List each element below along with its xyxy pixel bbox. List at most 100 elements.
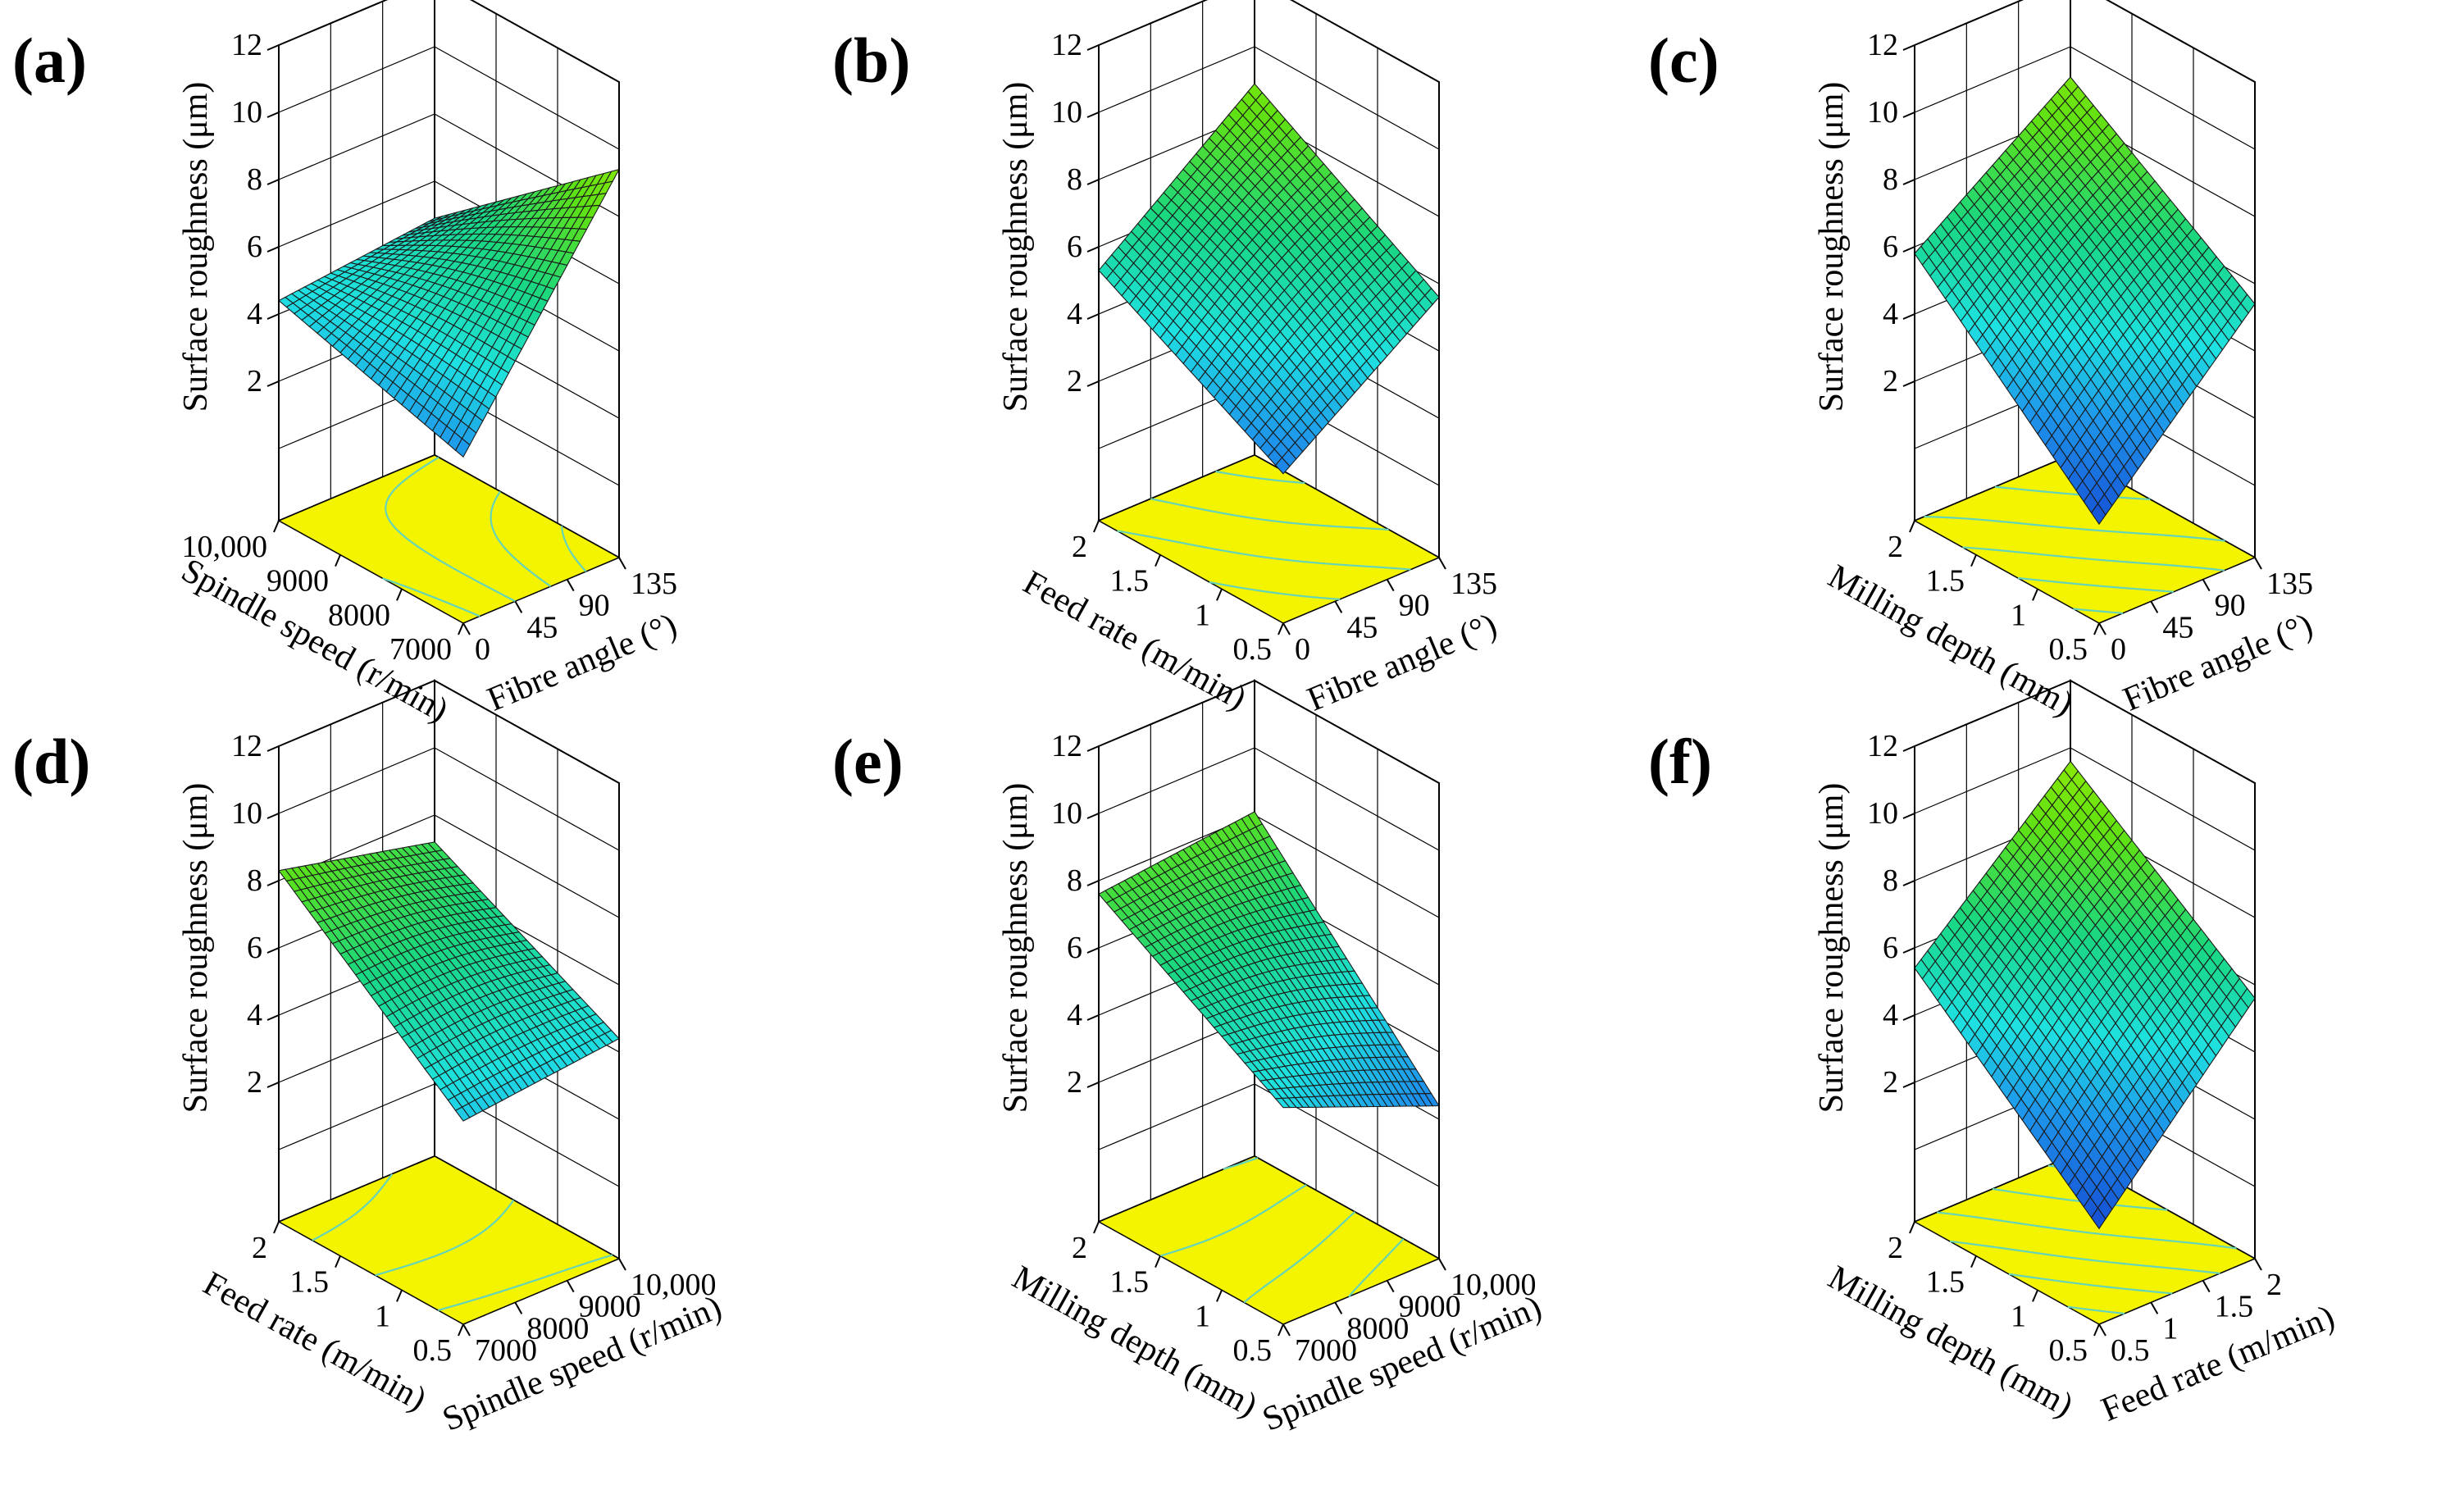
contour-line (1159, 1184, 1307, 1257)
right-axis-title: Fibre angle (°) (2118, 606, 2318, 718)
left-axis-tick-mark (1093, 520, 1100, 533)
floor-contours (1117, 470, 1411, 601)
left-axis-tick-label: 0.5 (2049, 1333, 2088, 1368)
right-axis-tick-mark (2150, 600, 2159, 613)
panel-letter: (f) (1648, 726, 1712, 797)
z-tick-label: 12 (1867, 28, 1898, 62)
z-tick-label: 6 (247, 230, 262, 264)
left-axis-tick-label: 1.5 (1926, 564, 1965, 599)
left-axis-tick-label: 0.5 (1233, 1333, 1273, 1368)
z-tick-mark (1086, 813, 1100, 819)
z-tick-label: 10 (231, 95, 262, 130)
left-axis-tick-mark (1278, 1323, 1284, 1337)
contour-line (2008, 1273, 2173, 1295)
left-axis-tick-label: 1 (1195, 1299, 1210, 1333)
left-axis-tick-label: 1.5 (1926, 1265, 1965, 1300)
right-axis-tick-mark (2254, 1258, 2262, 1271)
contour-line (490, 490, 552, 588)
left-axis-tick-label: 1 (375, 1299, 390, 1333)
right-axis-tick-mark (514, 1301, 523, 1314)
right-axis-tick-mark (2202, 1280, 2211, 1293)
right-axis-tick-label: 10,000 (631, 1268, 717, 1302)
z-tick-label: 2 (1067, 1065, 1082, 1100)
z-axis-title: Surface roughness (μm) (997, 783, 1035, 1114)
left-axis-tick-label: 2 (1888, 530, 1903, 564)
left-axis-tick-label: 7000 (389, 632, 452, 667)
response-surface (1098, 811, 1440, 1109)
z-tick-label: 6 (1883, 931, 1898, 965)
grid-line (1254, 680, 1440, 784)
front-box-edges (278, 746, 620, 1259)
z-tick-label: 2 (1067, 364, 1082, 399)
right-axis-tick-label: 45 (526, 610, 558, 645)
contour-line (375, 1199, 515, 1277)
z-tick-mark (266, 313, 280, 320)
right-axis-tick-label: 0.5 (2111, 1333, 2150, 1368)
right-axis-tick-label: 135 (2266, 567, 2313, 601)
z-tick-label: 8 (1067, 863, 1082, 898)
left-axis-tick-mark (458, 1323, 464, 1337)
right-axis-tick-label: 9000 (579, 1290, 641, 1324)
z-tick-mark (266, 44, 280, 51)
z-tick-label: 6 (1067, 931, 1082, 965)
right-axis-tick-label: 1.5 (2215, 1290, 2254, 1324)
contour-line (385, 456, 516, 603)
left-axis-tick-mark (2032, 1289, 2038, 1302)
z-tick-mark (1902, 179, 1915, 185)
right-axis-tick-mark (1282, 1323, 1291, 1337)
z-tick-mark (1086, 179, 1100, 185)
left-axis-tick-label: 0.5 (413, 1333, 453, 1368)
right-axis-tick-mark (1386, 1280, 1395, 1293)
contour-line (560, 526, 587, 572)
floor-plane (1097, 1155, 1441, 1325)
grid-line (1290, 0, 1440, 83)
left-axis-tick-mark (2032, 588, 2038, 601)
z-tick-mark (1086, 947, 1100, 954)
z-tick-mark (266, 813, 280, 819)
left-axis-tick-label: 1.5 (290, 1265, 330, 1300)
left-axis-tick-label: 2 (1072, 1231, 1087, 1265)
z-tick-mark (266, 246, 280, 253)
left-axis-tick-label: 1 (2011, 598, 2026, 632)
right-axis-tick-mark (462, 1323, 471, 1337)
left-axis-tick-mark (1155, 1255, 1161, 1269)
left-axis-tick-label: 2 (1888, 1231, 1903, 1265)
left-axis-tick-mark (1970, 554, 1977, 567)
contour-line (1209, 581, 1341, 601)
left-axis-tick-mark (273, 520, 280, 533)
z-tick-label: 6 (1067, 230, 1082, 264)
right-axis-tick-mark (1386, 579, 1395, 592)
z-tick-label: 12 (231, 729, 262, 763)
left-axis-tick-mark (273, 1221, 280, 1234)
z-tick-label: 2 (1883, 1065, 1898, 1100)
panel-letter: (a) (12, 25, 87, 96)
grid-line (434, 814, 620, 918)
grid-line (1914, 680, 2071, 747)
z-tick-label: 4 (247, 297, 262, 331)
contour-line (1962, 546, 2225, 572)
left-axis-tick-label: 8000 (328, 598, 390, 632)
response-surface (1914, 760, 2256, 1230)
z-tick-label: 8 (1883, 162, 1898, 197)
z-tick-label: 4 (1067, 998, 1082, 1032)
contour-line (2073, 608, 2123, 614)
z-axis-title: Surface roughness (μm) (177, 82, 215, 412)
z-tick-mark (266, 380, 280, 387)
z-tick-label: 6 (247, 931, 262, 965)
z-tick-mark (1902, 246, 1915, 253)
contour-line (382, 577, 481, 617)
right-axis-tick-label: 8000 (1346, 1311, 1409, 1346)
z-tick-mark (1902, 880, 1915, 886)
floor-contours (382, 456, 587, 617)
z-tick-label: 12 (1051, 729, 1082, 763)
surface-cell (2090, 503, 2106, 526)
z-tick-mark (1902, 745, 1915, 752)
grid-line (1254, 46, 1440, 150)
grid-line (434, 680, 620, 784)
floor-contours (1159, 1157, 1405, 1304)
z-tick-label: 12 (231, 28, 262, 62)
